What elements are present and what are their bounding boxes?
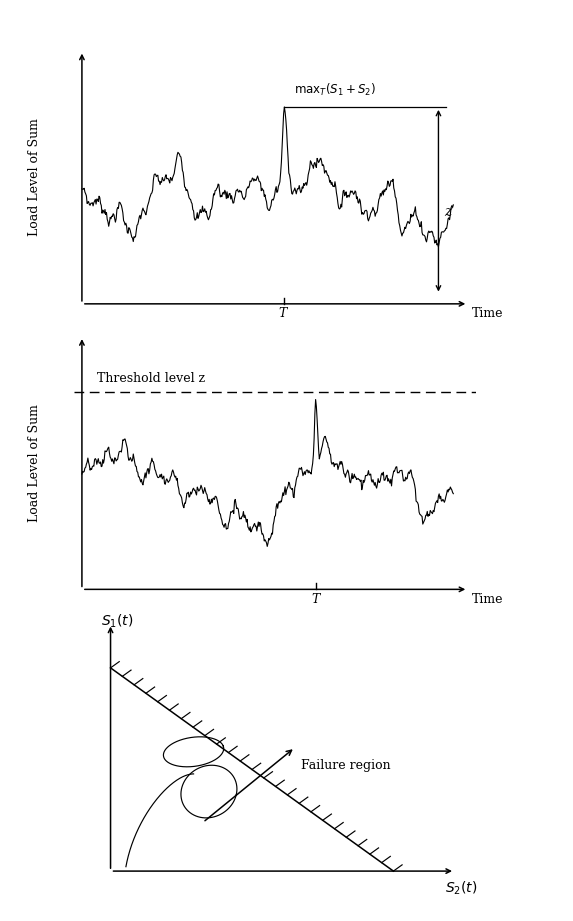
Text: Time: Time <box>472 593 503 606</box>
Text: $S_1(t)$: $S_1(t)$ <box>101 612 134 630</box>
Text: Failure region: Failure region <box>301 759 391 772</box>
Text: T: T <box>312 593 320 606</box>
Text: z: z <box>444 205 452 219</box>
Text: Time: Time <box>472 308 503 321</box>
Text: T: T <box>278 308 286 321</box>
Text: Load Level of Sum: Load Level of Sum <box>28 119 41 236</box>
Text: $S_2(t)$: $S_2(t)$ <box>445 880 477 897</box>
Text: $\mathrm{max}_{T}(S_1 + S_2)$: $\mathrm{max}_{T}(S_1 + S_2)$ <box>293 82 375 98</box>
Text: Threshold level z: Threshold level z <box>97 372 205 386</box>
Text: Load Level of Sum: Load Level of Sum <box>28 404 41 521</box>
